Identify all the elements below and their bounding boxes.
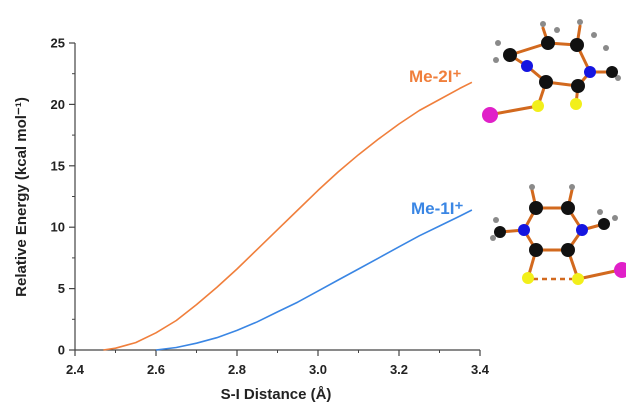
y-tick-label: 25 [51, 36, 65, 51]
series-label-me-2i: Me-2I⁺ [409, 67, 461, 86]
y-tick-label: 20 [51, 97, 65, 112]
x-tick-label: 3.2 [390, 362, 408, 377]
x-tick-label: 2.4 [66, 362, 85, 377]
y-tick-label: 15 [51, 158, 65, 173]
x-tick-label: 3.0 [309, 362, 327, 377]
axes [74, 43, 480, 351]
series-lines [103, 81, 473, 351]
x-tick-label: 2.8 [228, 362, 246, 377]
y-tick-label: 0 [58, 343, 65, 358]
series-line-0 [103, 81, 473, 351]
y-tick-label: 5 [58, 281, 65, 296]
molecule-me-2i-illustration [482, 19, 621, 123]
series-label-me-1i: Me-1I⁺ [411, 199, 463, 218]
x-tick-label: 2.6 [147, 362, 165, 377]
series-line-1 [155, 209, 473, 351]
ticks: 0 5 10 15 20 25 2.4 2.6 2.8 3.0 3.2 3.4 [51, 36, 490, 378]
y-tick-label: 10 [51, 220, 65, 235]
molecule-me-1i-illustration [490, 184, 626, 285]
x-axis-title: S-I Distance (Å) [221, 386, 332, 403]
x-tick-label: 3.4 [471, 362, 490, 377]
y-axis-title: Relative Energy (kcal mol⁻¹) [13, 97, 30, 297]
